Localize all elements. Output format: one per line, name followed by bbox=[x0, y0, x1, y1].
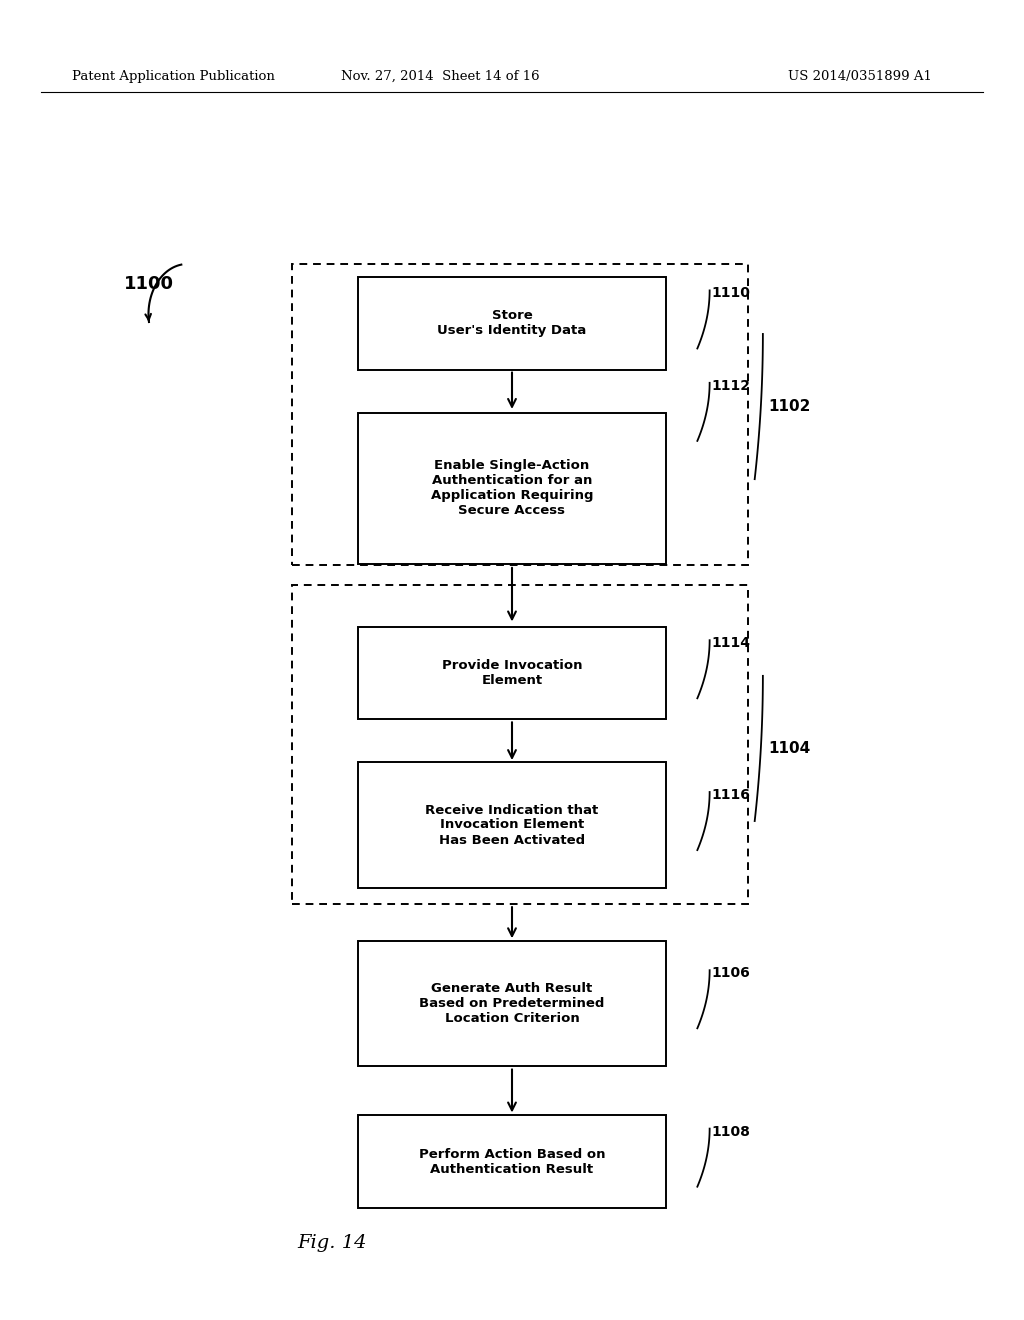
Text: Provide Invocation
Element: Provide Invocation Element bbox=[441, 659, 583, 688]
Text: Generate Auth Result
Based on Predetermined
Location Criterion: Generate Auth Result Based on Predetermi… bbox=[419, 982, 605, 1024]
Text: Nov. 27, 2014  Sheet 14 of 16: Nov. 27, 2014 Sheet 14 of 16 bbox=[341, 70, 540, 83]
Bar bbox=[358, 1115, 666, 1208]
Text: 1112: 1112 bbox=[712, 379, 751, 393]
Text: Store
User's Identity Data: Store User's Identity Data bbox=[437, 309, 587, 338]
Bar bbox=[292, 264, 748, 565]
Text: 1100: 1100 bbox=[124, 275, 173, 293]
Text: Fig. 14: Fig. 14 bbox=[297, 1234, 367, 1253]
Text: Receive Indication that
Invocation Element
Has Been Activated: Receive Indication that Invocation Eleme… bbox=[425, 804, 599, 846]
Text: 1116: 1116 bbox=[712, 788, 751, 803]
Bar bbox=[358, 763, 666, 887]
Text: 1106: 1106 bbox=[712, 966, 751, 981]
Text: 1110: 1110 bbox=[712, 286, 751, 301]
Text: Enable Single-Action
Authentication for an
Application Requiring
Secure Access: Enable Single-Action Authentication for … bbox=[431, 459, 593, 517]
Text: Patent Application Publication: Patent Application Publication bbox=[72, 70, 274, 83]
Bar bbox=[358, 940, 666, 1067]
Text: 1102: 1102 bbox=[768, 399, 810, 414]
Text: US 2014/0351899 A1: US 2014/0351899 A1 bbox=[788, 70, 932, 83]
Bar bbox=[292, 585, 748, 904]
Text: 1108: 1108 bbox=[712, 1125, 751, 1139]
Bar bbox=[358, 412, 666, 565]
Bar bbox=[358, 277, 666, 370]
Bar bbox=[358, 627, 666, 719]
Text: 1104: 1104 bbox=[768, 741, 810, 756]
Text: Perform Action Based on
Authentication Result: Perform Action Based on Authentication R… bbox=[419, 1147, 605, 1176]
Text: 1114: 1114 bbox=[712, 636, 751, 651]
